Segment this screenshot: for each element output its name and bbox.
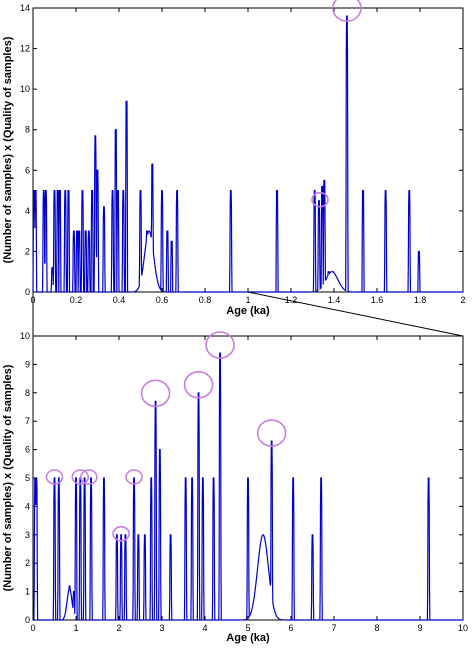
bottom-y-tick-label: 4 [25,501,30,511]
bottom-x-tick-label: 5 [245,623,250,633]
bottom-x-tick-label: 10 [458,623,468,633]
top-highlight-circles [311,0,362,208]
bottom-x-tick-label: 0 [30,623,35,633]
bottom-highlight-circles [45,331,287,542]
bottom-y-tick-label: 7 [25,416,30,426]
zoom-connector-lines [32,291,464,337]
top-x-tick-label: 0.2 [70,295,83,305]
top-x-tick-label: 1.4 [328,295,341,305]
top-x-tick-label: 1.2 [285,295,298,305]
bottom-highlight-circle [71,469,90,485]
top-plot-frame [32,7,464,293]
bottom-highlight-circle [112,525,130,542]
bottom-axis-ticks: 0 1 2 3 4 5 6 7 8 9 10 0 1 2 3 4 5 6 7 8 9 10 [20,331,468,633]
bottom-panel: 0 1 2 3 4 5 6 7 8 9 10 0 1 2 3 4 5 6 7 8 9 10 Age (ka) (Numbe… [2,331,468,644]
top-y-tick-label: 2 [25,246,30,256]
bottom-y-tick-label: 2 [25,558,30,568]
top-x-tick-label: 1.8 [414,295,427,305]
bottom-highlight-circle [45,469,64,485]
bottom-y-tick-label: 8 [25,388,30,398]
top-x-tick-label: 0.6 [156,295,169,305]
bottom-x-tick-label: 1 [73,623,78,633]
top-y-tick-label: 12 [20,44,30,54]
bottom-highlight-circle [256,419,287,447]
bottom-y-tick-label: 10 [20,331,30,341]
bottom-y-axis-label: (Number of samples) x (Quality of sample… [2,364,14,591]
top-y-tick-label: 14 [20,3,30,13]
top-x-tick-label: 1.6 [371,295,384,305]
top-x-axis-label: Age (ka) [226,305,270,317]
bottom-x-tick-label: 6 [288,623,293,633]
bottom-x-tick-label: 9 [417,623,422,633]
bottom-highlight-circle [205,331,235,359]
bottom-y-tick-label: 6 [25,445,30,455]
bottom-x-tick-label: 8 [374,623,379,633]
bottom-x-axis-label: Age (ka) [226,632,270,644]
top-x-tick-label: 0.8 [199,295,212,305]
bottom-y-tick-label: 3 [25,530,30,540]
top-y-tick-label: 0 [25,287,30,297]
top-y-tick-label: 10 [20,84,30,94]
bottom-x-tick-label: 3 [159,623,164,633]
top-highlight-circle [332,0,362,22]
top-x-tick-label: 0.4 [113,295,126,305]
top-x-tick-label: 1 [245,295,250,305]
top-y-tick-label: 8 [25,125,30,135]
bottom-y-tick-label: 1 [25,587,30,597]
bottom-highlight-circle [125,469,143,485]
bottom-x-tick-label: 7 [331,623,336,633]
top-y-axis-label: (Number of samples) x (Quality of sample… [2,36,14,263]
bottom-x-tick-label: 4 [202,623,207,633]
top-highlight-circle [311,191,329,208]
bottom-y-tick-label: 9 [25,359,30,369]
top-x-tick-label: 2 [460,295,465,305]
bottom-series-line [33,352,463,621]
top-y-tick-label: 4 [25,206,30,216]
bottom-y-tick-label: 0 [25,615,30,625]
bottom-x-tick-label: 2 [116,623,121,633]
bottom-highlight-circle [183,370,214,399]
bottom-highlight-circle [80,469,98,485]
bottom-highlight-circle [140,379,171,408]
zoom-line-right [247,291,464,337]
bottom-y-tick-label: 5 [25,473,30,483]
top-y-tick-label: 6 [25,165,30,175]
